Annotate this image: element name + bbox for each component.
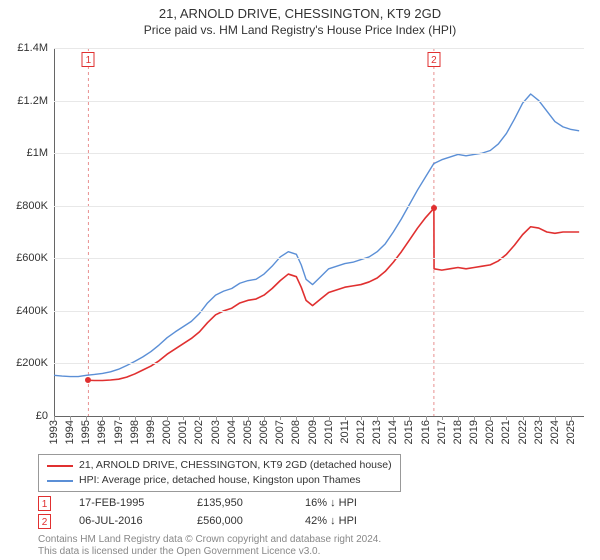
x-tick-label: 2000 bbox=[161, 420, 173, 444]
sales-row: 2 06-JUL-2016 £560,000 42% ↓ HPI bbox=[38, 512, 405, 530]
x-tick-label: 2013 bbox=[371, 420, 383, 444]
gridline bbox=[54, 311, 584, 312]
x-tick-label: 1998 bbox=[129, 420, 141, 444]
sale-price: £560,000 bbox=[197, 515, 277, 527]
x-tick-label: 1997 bbox=[113, 420, 125, 444]
x-tick-label: 1999 bbox=[145, 420, 157, 444]
sale-price: £135,950 bbox=[197, 497, 277, 509]
x-tick-label: 1995 bbox=[80, 420, 92, 444]
chart-title: 21, ARNOLD DRIVE, CHESSINGTON, KT9 2GD bbox=[0, 6, 600, 21]
y-tick-label: £0 bbox=[36, 410, 48, 422]
x-tick-label: 1996 bbox=[96, 420, 108, 444]
y-tick-label: £800K bbox=[16, 200, 48, 212]
y-tick-label: £1M bbox=[27, 147, 48, 159]
x-tick-label: 1994 bbox=[64, 420, 76, 444]
x-tick-label: 2006 bbox=[258, 420, 270, 444]
gridline bbox=[54, 48, 584, 49]
sales-table: 1 17-FEB-1995 £135,950 16% ↓ HPI 2 06-JUL-201… bbox=[38, 494, 405, 530]
x-tick-label: 2005 bbox=[242, 420, 254, 444]
y-tick-label: £1.2M bbox=[17, 95, 48, 107]
sale-marker-dot bbox=[85, 377, 91, 383]
title-block: 21, ARNOLD DRIVE, CHESSINGTON, KT9 2GD P… bbox=[0, 0, 600, 37]
legend-item: HPI: Average price, detached house, King… bbox=[47, 473, 392, 488]
chart-plot-area: £0£200K£400K£600K£800K£1M£1.2M£1.4M19931… bbox=[54, 48, 584, 417]
y-tick-label: £600K bbox=[16, 252, 48, 264]
legend-box: 21, ARNOLD DRIVE, CHESSINGTON, KT9 2GD (… bbox=[38, 454, 401, 492]
x-tick-label: 2008 bbox=[290, 420, 302, 444]
sale-number-box: 2 bbox=[38, 514, 51, 529]
footer-line1: Contains HM Land Registry data © Crown c… bbox=[38, 534, 381, 546]
chart-subtitle: Price paid vs. HM Land Registry's House … bbox=[0, 23, 600, 37]
sale-marker-dot bbox=[431, 205, 437, 211]
legend-swatch bbox=[47, 465, 73, 467]
x-tick-label: 2025 bbox=[565, 420, 577, 444]
footer-line2: This data is licensed under the Open Gov… bbox=[38, 546, 381, 558]
x-tick-label: 2015 bbox=[403, 420, 415, 444]
legend-swatch bbox=[47, 480, 73, 482]
sale-marker-label: 2 bbox=[427, 52, 440, 67]
x-tick-label: 2018 bbox=[452, 420, 464, 444]
sales-row: 1 17-FEB-1995 £135,950 16% ↓ HPI bbox=[38, 494, 405, 512]
chart-lines-svg bbox=[54, 48, 584, 416]
y-tick-label: £200K bbox=[16, 357, 48, 369]
x-tick-label: 2004 bbox=[226, 420, 238, 444]
y-tick-label: £400K bbox=[16, 305, 48, 317]
x-tick-label: 2019 bbox=[468, 420, 480, 444]
series-line-price_paid bbox=[88, 208, 579, 380]
sale-date: 17-FEB-1995 bbox=[79, 497, 169, 509]
x-tick-label: 2022 bbox=[517, 420, 529, 444]
x-tick-label: 2017 bbox=[436, 420, 448, 444]
gridline bbox=[54, 258, 584, 259]
sale-marker-label: 1 bbox=[82, 52, 95, 67]
x-tick-label: 2002 bbox=[193, 420, 205, 444]
legend-item: 21, ARNOLD DRIVE, CHESSINGTON, KT9 2GD (… bbox=[47, 458, 392, 473]
x-tick-label: 2001 bbox=[177, 420, 189, 444]
x-tick-label: 2007 bbox=[274, 420, 286, 444]
x-tick-label: 2012 bbox=[355, 420, 367, 444]
gridline bbox=[54, 101, 584, 102]
gridline bbox=[54, 153, 584, 154]
footer-attribution: Contains HM Land Registry data © Crown c… bbox=[38, 534, 381, 558]
x-tick-label: 2020 bbox=[484, 420, 496, 444]
x-tick-label: 2014 bbox=[387, 420, 399, 444]
x-tick-label: 2021 bbox=[500, 420, 512, 444]
x-tick-label: 1993 bbox=[48, 420, 60, 444]
gridline bbox=[54, 363, 584, 364]
sale-date: 06-JUL-2016 bbox=[79, 515, 169, 527]
y-tick-label: £1.4M bbox=[17, 42, 48, 54]
legend-label: HPI: Average price, detached house, King… bbox=[79, 473, 361, 488]
sale-number-box: 1 bbox=[38, 496, 51, 511]
sale-diff-vs-hpi: 42% ↓ HPI bbox=[305, 515, 405, 527]
series-line-hpi bbox=[54, 94, 579, 377]
chart-container: 21, ARNOLD DRIVE, CHESSINGTON, KT9 2GD P… bbox=[0, 0, 600, 560]
x-tick-label: 2009 bbox=[307, 420, 319, 444]
x-tick-label: 2011 bbox=[339, 420, 351, 444]
x-tick-label: 2010 bbox=[323, 420, 335, 444]
x-tick-label: 2024 bbox=[549, 420, 561, 444]
sale-diff-vs-hpi: 16% ↓ HPI bbox=[305, 497, 405, 509]
x-tick-label: 2023 bbox=[533, 420, 545, 444]
x-tick-label: 2003 bbox=[210, 420, 222, 444]
gridline bbox=[54, 206, 584, 207]
x-tick-label: 2016 bbox=[420, 420, 432, 444]
legend-label: 21, ARNOLD DRIVE, CHESSINGTON, KT9 2GD (… bbox=[79, 458, 392, 473]
